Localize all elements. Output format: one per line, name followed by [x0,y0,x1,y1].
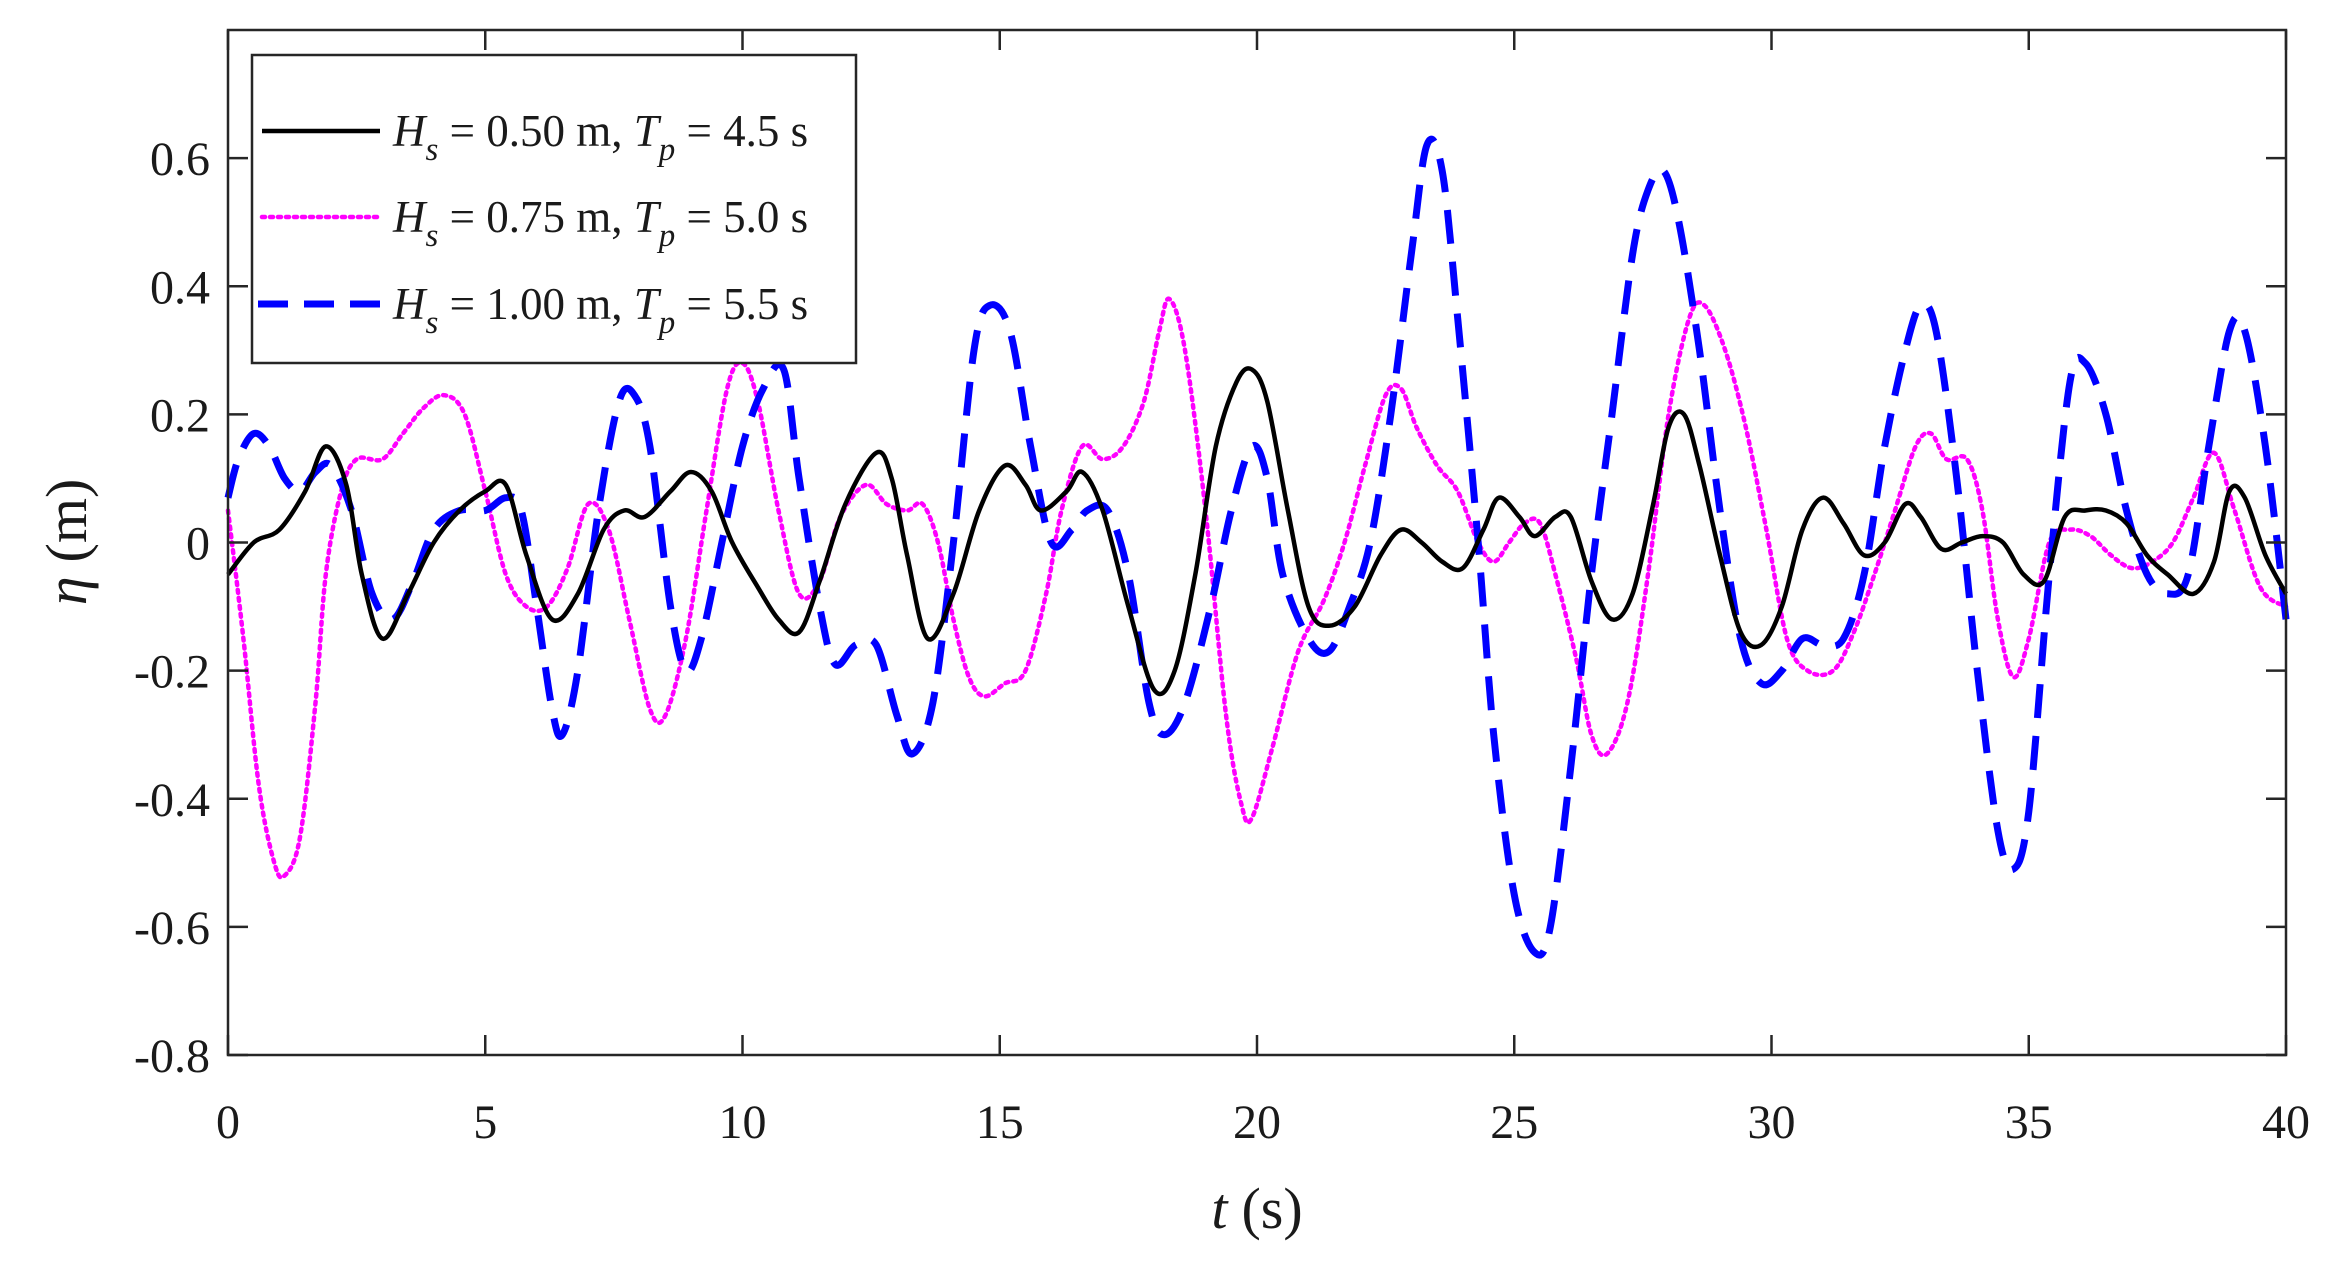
legend-text-part: p [657,305,676,341]
y-tick-label: -0.8 [134,1030,210,1083]
x-tick-label: 5 [473,1096,497,1149]
legend-text-part: H [392,106,428,156]
legend-text-part: = 0.75 m, [438,192,633,242]
ticks-layer: 0 5 10 15 20 25 30 35 40 -0.8 -0.6 -0.4 -0.2 0 0.2 0.4 0… [134,30,2310,1149]
y-axis-label: η (m) [34,479,99,606]
legend-text-part: p [657,218,676,254]
legend-text-part: s [426,305,439,341]
legend-box [250,53,858,365]
x-tick-label: 20 [1233,1096,1281,1149]
y-tick-label: -0.4 [134,774,210,827]
legend-label-2: Hs = 0.75 m, Tp = 5.0 s [392,192,808,254]
y-tick-label: 0 [186,518,210,571]
x-tick-label: 0 [216,1096,240,1149]
x-tick-label: 35 [2005,1096,2053,1149]
legend-text-part: T [634,106,662,156]
x-axis-unit: (s) [1241,1176,1302,1241]
legend-label-3: Hs = 1.00 m, Tp = 5.5 s [392,279,808,341]
legend-text-part: s [426,218,439,254]
legend-text-part: H [392,279,428,329]
y-tick-label: 0.4 [150,261,210,314]
series-line-1 [226,366,2288,697]
x-tick-label: 25 [1490,1096,1538,1149]
legend-text-part: p [657,132,676,168]
y-axis-unit: (m) [34,479,99,563]
legend-text-part: T [634,279,662,329]
x-axis-symbol: t [1211,1176,1229,1241]
x-axis-label: t (s) [1211,1176,1302,1241]
series-line-2 [225,296,2289,880]
series-line-3 [224,135,2290,959]
legend-label-1: Hs = 0.50 m, Tp = 4.5 s [392,106,808,168]
y-axis-symbol: η [34,576,99,605]
legend-text-part: = 4.5 s [675,106,808,156]
legend-text-part: = 0.50 m, [438,106,633,156]
legend-text-part: T [634,192,662,242]
x-tick-label: 15 [976,1096,1024,1149]
x-tick-label: 30 [1748,1096,1796,1149]
x-tick-label: 40 [2262,1096,2310,1149]
legend-text-part: = 1.00 m, [438,279,633,329]
x-tick-label: 10 [719,1096,767,1149]
y-tick-label: -0.2 [134,646,210,699]
legend-text-part: s [426,132,439,168]
y-tick-label: 0.2 [150,389,210,442]
legend: Hs = 0.50 m, Tp = 4.5 sHs = 0.75 m, Tp =… [250,53,858,365]
legend-text-part: = 5.0 s [675,192,808,242]
series-layer [224,135,2290,959]
y-tick-label: 0.6 [150,133,210,186]
legend-text-part: = 5.5 s [675,279,808,329]
legend-text-part: H [392,192,428,242]
y-tick-label: -0.6 [134,902,210,955]
